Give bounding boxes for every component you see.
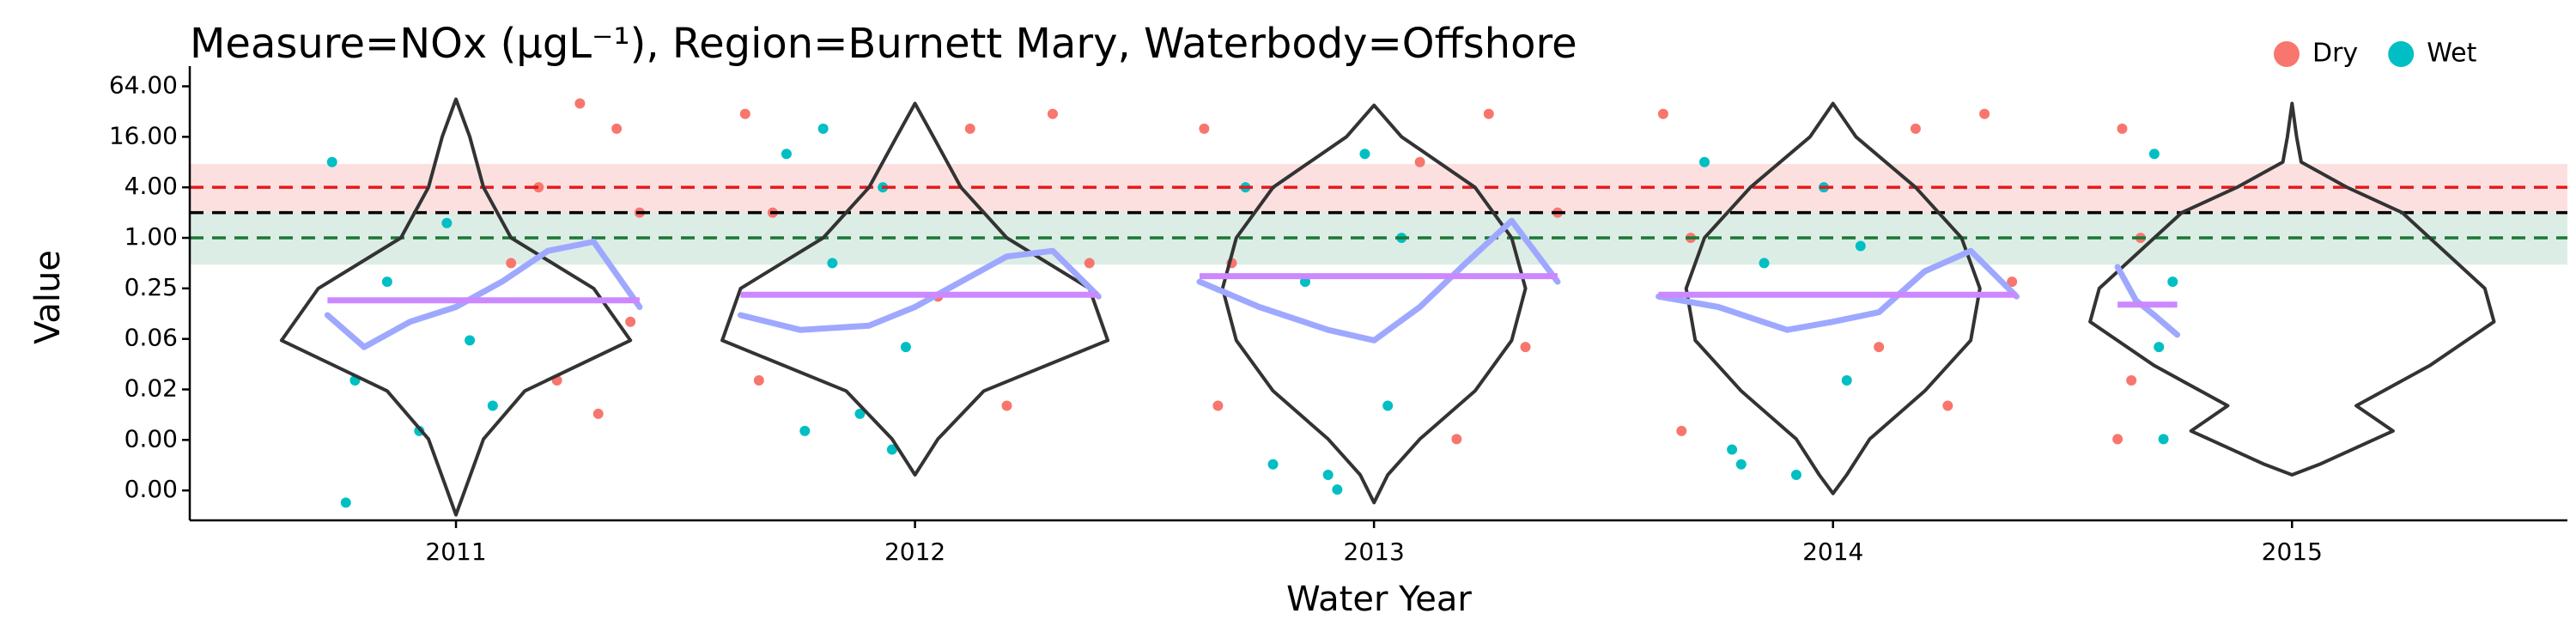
chart-title: Measure=NOx (μgL⁻¹), Region=Burnett Mary… bbox=[190, 20, 1577, 68]
data-point bbox=[1520, 342, 1531, 353]
data-point bbox=[900, 342, 911, 353]
data-point bbox=[1759, 258, 1770, 269]
data-point bbox=[753, 375, 764, 386]
data-point bbox=[574, 98, 586, 109]
legend-label: Dry bbox=[2312, 39, 2358, 69]
data-point bbox=[1332, 484, 1343, 495]
trend-line bbox=[1656, 247, 2020, 333]
data-point bbox=[1676, 425, 1687, 436]
data-point bbox=[886, 444, 897, 455]
data-point bbox=[381, 276, 392, 288]
violin bbox=[720, 101, 1110, 477]
data-point bbox=[441, 217, 453, 228]
y-axis-label: Value bbox=[28, 250, 68, 344]
y-tick-label: 16.00 bbox=[109, 121, 178, 149]
y-tick-label: 0.00 bbox=[125, 424, 178, 453]
x-tick-label: 2011 bbox=[425, 538, 486, 566]
data-point bbox=[1414, 156, 1425, 167]
data-point bbox=[799, 425, 811, 436]
data-point bbox=[1359, 149, 1370, 160]
legend-swatch bbox=[2388, 41, 2415, 67]
data-point bbox=[1790, 469, 1801, 480]
data-point bbox=[739, 108, 750, 119]
data-point bbox=[2148, 149, 2160, 160]
data-point bbox=[1483, 108, 1494, 119]
y-tick-label: 4.00 bbox=[125, 172, 178, 200]
data-point bbox=[625, 316, 636, 327]
x-tick-label: 2014 bbox=[1802, 538, 1863, 566]
data-point bbox=[2117, 123, 2128, 134]
data-point bbox=[533, 182, 544, 193]
data-point bbox=[1855, 240, 1866, 252]
data-point bbox=[2158, 434, 2169, 445]
x-tick-label: 2012 bbox=[884, 538, 945, 566]
data-point bbox=[1451, 434, 1462, 445]
y-tick-label: 0.00 bbox=[125, 475, 178, 503]
data-point bbox=[1199, 123, 1210, 134]
data-point bbox=[340, 497, 351, 508]
data-point bbox=[1267, 459, 1279, 470]
data-point bbox=[827, 258, 838, 269]
data-point bbox=[1727, 444, 1738, 455]
violin bbox=[1220, 103, 1528, 505]
data-point bbox=[1874, 342, 1885, 353]
y-tick-label: 64.00 bbox=[109, 71, 178, 100]
data-point bbox=[1699, 156, 1710, 167]
violin bbox=[279, 97, 633, 517]
data-point bbox=[1084, 258, 1095, 269]
legend-label: Wet bbox=[2427, 39, 2476, 69]
data-point bbox=[1001, 400, 1012, 411]
data-point bbox=[2154, 342, 2165, 353]
data-point bbox=[1910, 123, 1921, 134]
data-point bbox=[2112, 434, 2123, 445]
data-point bbox=[817, 123, 829, 134]
x-tick-label: 2013 bbox=[1344, 538, 1405, 566]
y-tick-label: 0.06 bbox=[125, 324, 178, 352]
y-tick-label: 0.02 bbox=[125, 374, 178, 403]
trend-line bbox=[1196, 217, 1561, 343]
y-tick-label: 1.00 bbox=[125, 222, 178, 251]
data-point bbox=[1382, 400, 1394, 411]
legend-swatch bbox=[2274, 41, 2300, 67]
data-point bbox=[326, 156, 337, 167]
trend-line bbox=[2114, 264, 2181, 338]
data-point bbox=[1979, 108, 1990, 119]
data-point bbox=[2007, 276, 2018, 288]
violin bbox=[1684, 101, 1982, 495]
data-point bbox=[487, 400, 498, 411]
data-point bbox=[1735, 459, 1747, 470]
data-point bbox=[611, 123, 623, 134]
data-point bbox=[592, 408, 604, 419]
data-point bbox=[1299, 276, 1310, 288]
data-point bbox=[964, 123, 975, 134]
y-tick-label: 0.25 bbox=[125, 273, 178, 301]
data-point bbox=[1322, 469, 1334, 480]
data-point bbox=[1942, 400, 1953, 411]
data-point bbox=[465, 335, 476, 346]
trend-line bbox=[324, 239, 643, 350]
data-point bbox=[2126, 375, 2137, 386]
data-point bbox=[1657, 108, 1668, 119]
data-point bbox=[781, 149, 792, 160]
violin bbox=[2088, 101, 2496, 477]
data-point bbox=[1047, 108, 1058, 119]
data-point bbox=[854, 408, 866, 419]
x-axis-label: Water Year bbox=[1286, 580, 1472, 619]
data-point bbox=[506, 258, 517, 269]
data-point bbox=[2167, 276, 2178, 288]
data-point bbox=[1841, 375, 1852, 386]
x-tick-label: 2015 bbox=[2262, 538, 2323, 566]
data-point bbox=[1212, 400, 1224, 411]
